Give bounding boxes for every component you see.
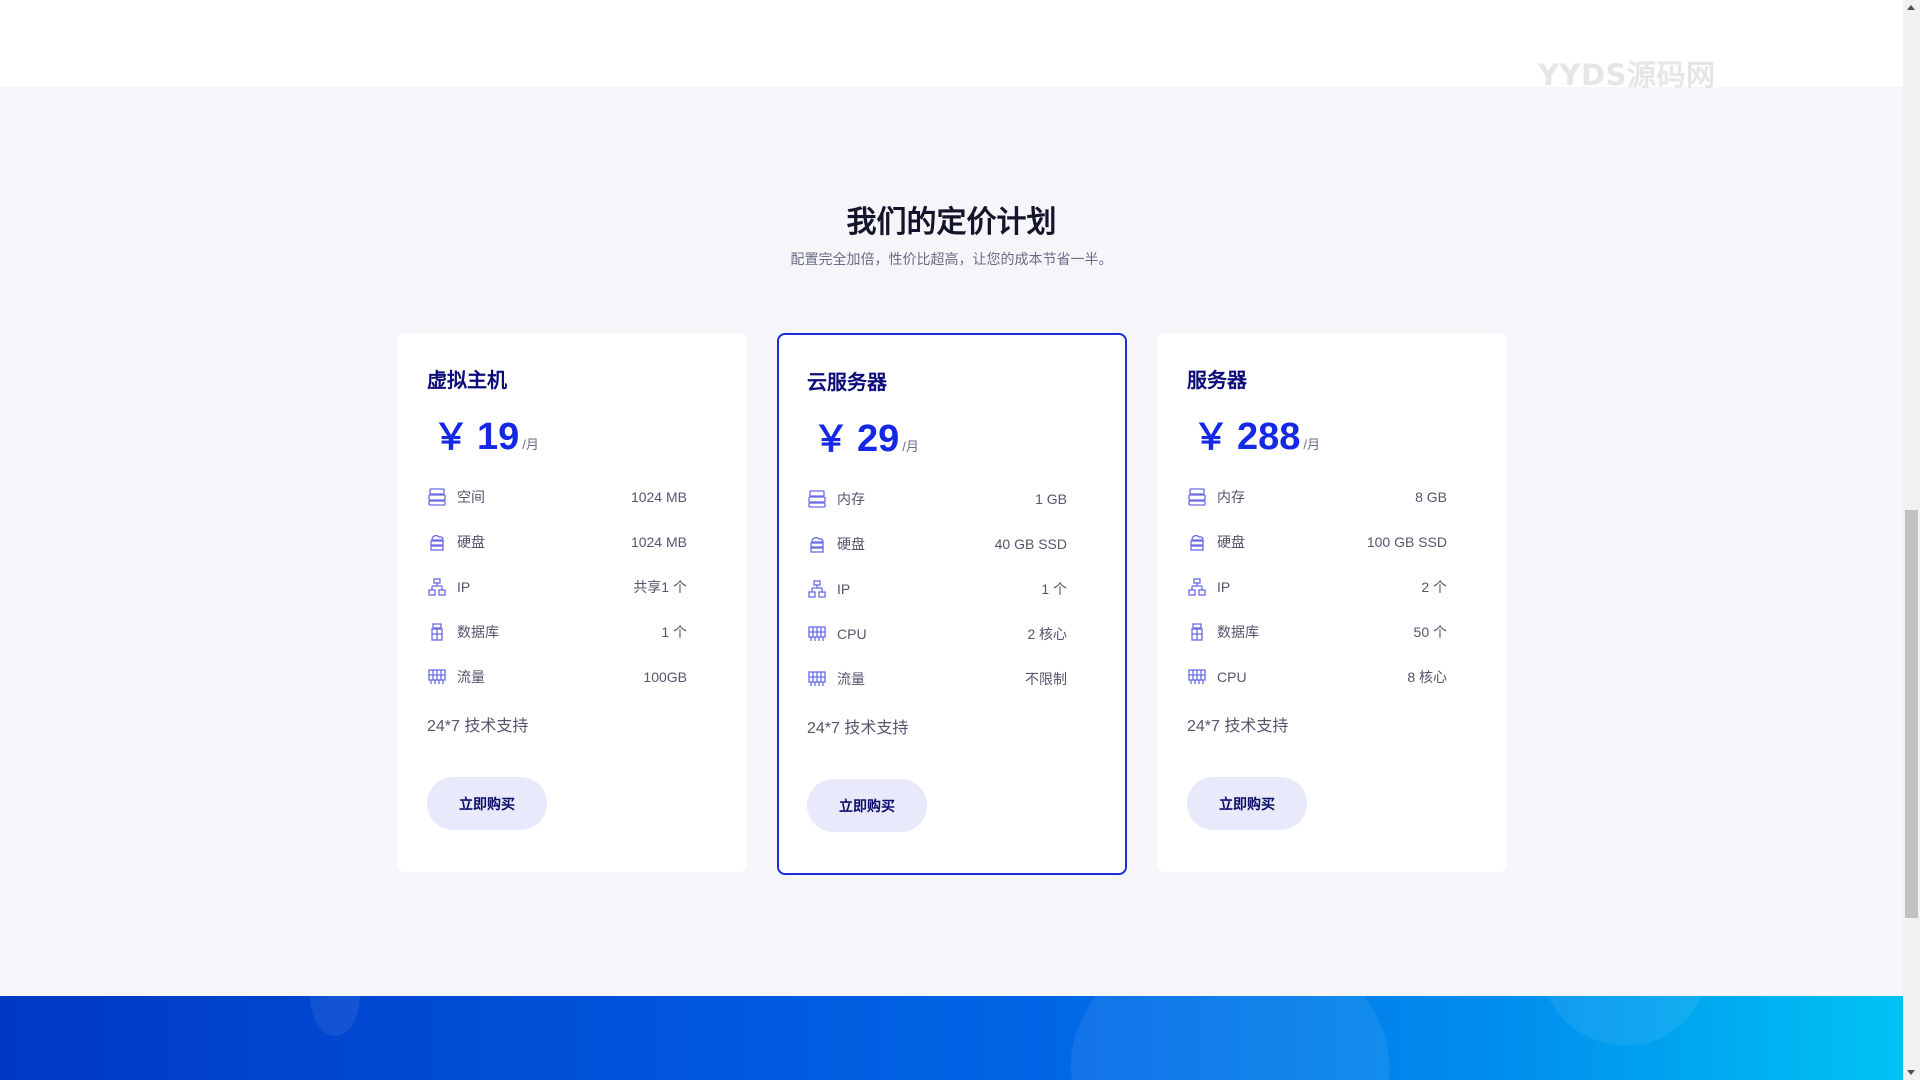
feature-row: CPU 8 核心 [1187, 654, 1477, 699]
feature-row: 空间 1024 MB [427, 474, 717, 519]
feature-value: 50 个 [1413, 623, 1447, 640]
network-icon [808, 579, 826, 598]
currency-symbol: ￥ [1193, 416, 1230, 457]
feature-row: IP 共享1 个 [427, 564, 717, 609]
feature-label: 硬盘 [457, 533, 485, 550]
section-title: 我们的定价计划 [846, 206, 1057, 239]
feature-row: IP 2 个 [1187, 564, 1477, 609]
cpu-icon [1188, 668, 1206, 684]
support-text: 24*7 技术支持 [427, 718, 529, 735]
feature-value: 2 核心 [1027, 625, 1067, 642]
server-icon [428, 487, 446, 506]
network-icon [428, 577, 446, 596]
scroll-down-icon[interactable] [1907, 1070, 1915, 1075]
feature-label: 空间 [457, 488, 485, 505]
feature-label: 流量 [837, 670, 865, 687]
scroll-up-icon[interactable] [1907, 5, 1915, 10]
feature-list: 内存 1 GB 硬盘 40 GB SSD IP 1 个 CPU 2 核心 流量 … [807, 476, 1097, 701]
feature-value: 共享1 个 [633, 578, 687, 595]
cpu-icon [808, 625, 826, 641]
feature-value: 8 GB [1415, 488, 1447, 505]
feature-row: CPU 2 核心 [807, 611, 1097, 656]
price-unit: /月 [1303, 437, 1321, 452]
feature-row: 硬盘 100 GB SSD [1187, 519, 1477, 564]
feature-value: 1024 MB [630, 488, 687, 505]
feature-value: 100 GB SSD [1366, 533, 1447, 550]
pricing-card: 云服务器 ￥ 29 /月 内存 1 GB 硬盘 40 GB SSD IP 1 个… [777, 333, 1127, 875]
price-unit: /月 [522, 437, 539, 452]
plan-price: ￥ 29 /月 [807, 410, 1097, 460]
traffic-icon [428, 668, 446, 684]
feature-label: 硬盘 [1217, 533, 1245, 550]
support-text: 24*7 技术支持 [1187, 718, 1289, 735]
feature-label: CPU [1217, 668, 1247, 685]
feature-label: 数据库 [1217, 623, 1259, 640]
scrollbar[interactable] [1903, 0, 1920, 1080]
price-value: 288 [1237, 416, 1301, 458]
plan-name: 云服务器 [807, 372, 887, 394]
database-icon [431, 622, 443, 641]
feature-value: 40 GB SSD [994, 535, 1067, 552]
feature-value: 2 个 [1421, 578, 1447, 595]
section-subtitle: 配置完全加倍，性价比超高，让您的成本节省一半。 [790, 251, 1113, 267]
cloud-storage-icon [810, 536, 824, 553]
server-icon [808, 489, 826, 508]
feature-label: IP [457, 578, 471, 595]
buy-now-button[interactable]: 立即购买 [1187, 777, 1307, 830]
pricing-card: 虚拟主机 ￥ 19 /月 空间 1024 MB 硬盘 1024 MB IP 共享… [397, 333, 747, 872]
buy-now-button[interactable]: 立即购买 [807, 779, 927, 832]
plan-name: 虚拟主机 [427, 370, 507, 392]
buy-now-button[interactable]: 立即购买 [427, 777, 547, 830]
cloud-storage-icon [1190, 534, 1204, 551]
pricing-card: 服务器 ￥ 288 /月 内存 8 GB 硬盘 100 GB SSD IP 2 … [1157, 333, 1507, 872]
feature-row: 内存 1 GB [807, 476, 1097, 521]
footer-banner [0, 996, 1903, 1080]
feature-list: 内存 8 GB 硬盘 100 GB SSD IP 2 个 数据库 50 个 CP… [1187, 474, 1477, 699]
feature-value: 1 个 [1041, 580, 1067, 597]
feature-label: 内存 [1217, 488, 1245, 505]
currency-symbol: ￥ [433, 416, 470, 457]
server-icon [1188, 487, 1206, 506]
feature-value: 1 GB [1035, 490, 1067, 507]
feature-row: IP 1 个 [807, 566, 1097, 611]
feature-label: CPU [837, 625, 867, 642]
price-value: 19 [477, 416, 520, 458]
feature-value: 1 个 [661, 623, 687, 640]
feature-row: 硬盘 1024 MB [427, 519, 717, 564]
feature-row: 流量 100GB [427, 654, 717, 699]
feature-row: 流量 不限制 [807, 656, 1097, 701]
feature-label: IP [837, 580, 851, 597]
feature-value: 8 核心 [1407, 668, 1447, 685]
feature-row: 数据库 50 个 [1187, 609, 1477, 654]
network-icon [1188, 577, 1206, 596]
plan-name: 服务器 [1187, 370, 1247, 392]
header: YYDS源码网 [0, 0, 1903, 92]
feature-row: 内存 8 GB [1187, 474, 1477, 519]
watermark-logo: YYDS源码网 [1538, 58, 1716, 92]
support-text: 24*7 技术支持 [807, 720, 909, 737]
feature-list: 空间 1024 MB 硬盘 1024 MB IP 共享1 个 数据库 1 个 流… [427, 474, 717, 699]
plan-price: ￥ 288 /月 [1187, 408, 1477, 458]
price-unit: /月 [902, 439, 919, 454]
database-icon [1191, 622, 1203, 641]
cloud-storage-icon [430, 534, 444, 551]
feature-value: 1024 MB [630, 533, 687, 550]
feature-row: 硬盘 40 GB SSD [807, 521, 1097, 566]
feature-label: 数据库 [457, 623, 499, 640]
feature-value: 100GB [643, 668, 687, 685]
feature-row: 数据库 1 个 [427, 609, 717, 654]
feature-label: IP [1217, 578, 1231, 595]
feature-label: 硬盘 [837, 535, 865, 552]
currency-symbol: ￥ [813, 418, 850, 459]
traffic-icon [808, 670, 826, 686]
plan-price: ￥ 19 /月 [427, 408, 717, 458]
scrollbar-thumb[interactable] [1905, 510, 1918, 918]
feature-label: 流量 [457, 668, 485, 685]
price-value: 29 [857, 418, 900, 460]
feature-value: 不限制 [1025, 670, 1067, 687]
feature-label: 内存 [837, 490, 865, 507]
